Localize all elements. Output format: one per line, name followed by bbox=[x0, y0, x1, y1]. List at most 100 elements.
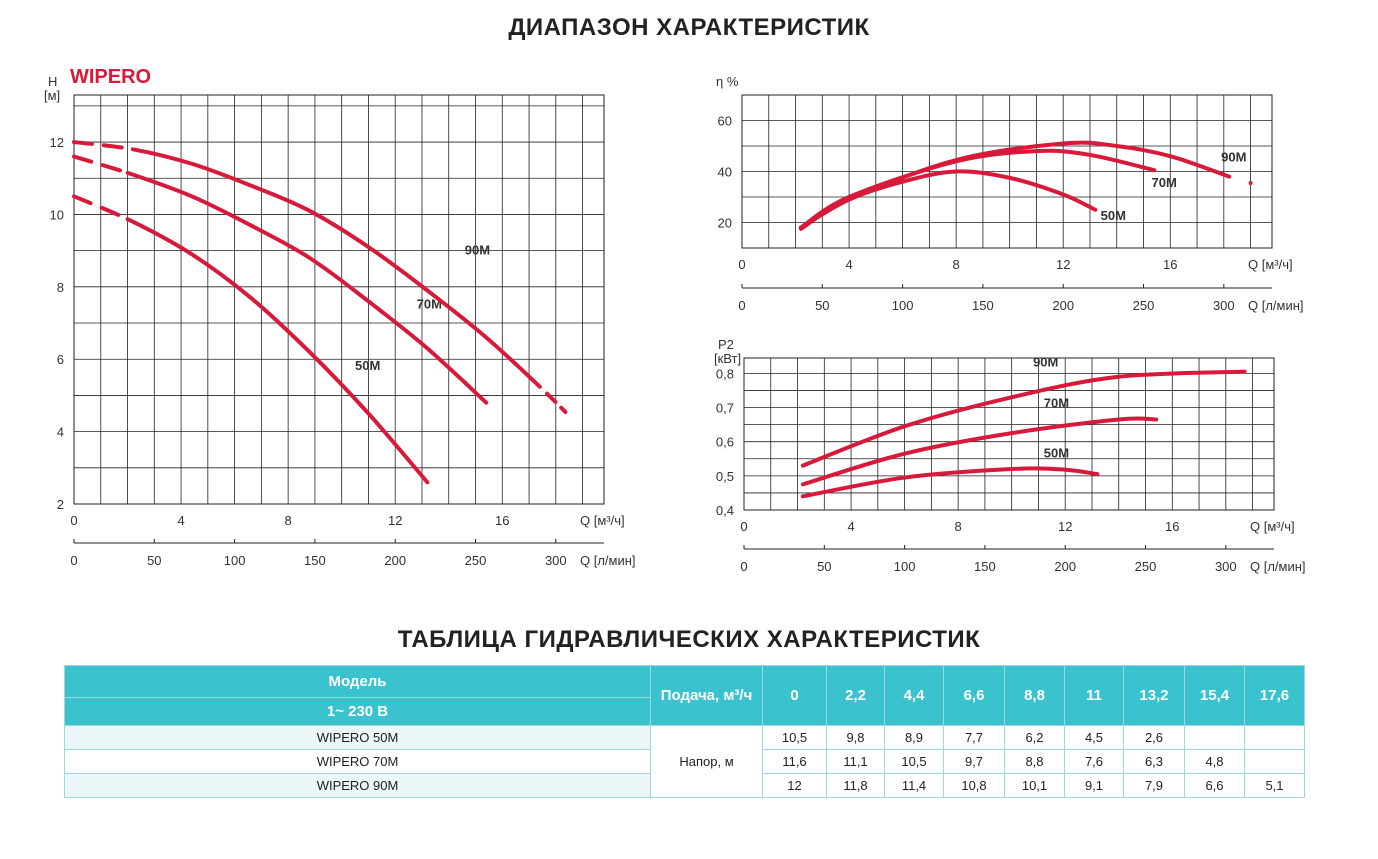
table-row: WIPERO 50M Напор, м 10,5 9,8 8,9 7,7 6,2 4,5 2,6 bbox=[64, 725, 1305, 798]
x2-axis-label: Q [л/мин] bbox=[1250, 559, 1306, 574]
curve-70M bbox=[800, 416, 1159, 487]
value-cell: 7,9 bbox=[1123, 773, 1185, 798]
value-cell: 10,5 bbox=[884, 749, 944, 774]
y-axis-label: P2 bbox=[718, 337, 734, 352]
value-cell: 4,8 bbox=[1184, 749, 1245, 774]
value-cell: 9,1 bbox=[1064, 773, 1124, 798]
curve-70M bbox=[798, 148, 1157, 230]
flow-header: Подача, м³/ч bbox=[650, 665, 763, 726]
x-axis-label: Q [м³/ч] bbox=[580, 513, 625, 528]
x-tick-label: 4 bbox=[845, 257, 852, 272]
curve-90M bbox=[798, 140, 1232, 231]
x-tick-label: 0 bbox=[738, 257, 745, 272]
y-tick-label: 0,4 bbox=[716, 503, 734, 518]
x2-tick-label: 0 bbox=[70, 553, 77, 568]
x2-tick-label: 300 bbox=[1213, 298, 1235, 313]
x-axis-label: Q [м³/ч] bbox=[1248, 257, 1293, 272]
x2-tick-label: 150 bbox=[974, 559, 996, 574]
series-label: 90M bbox=[1033, 355, 1058, 370]
value-cell: 6,3 bbox=[1123, 749, 1185, 774]
y-tick-label: 10 bbox=[50, 207, 64, 222]
x-tick-label: 8 bbox=[953, 257, 960, 272]
x2-tick-label: 100 bbox=[892, 298, 914, 313]
series-label: 50M bbox=[1044, 446, 1069, 461]
value-cell: 11,6 bbox=[762, 749, 827, 774]
flow-col-header: 4,4 bbox=[884, 665, 944, 726]
x-tick-label: 16 bbox=[495, 513, 509, 528]
value-cell: 9,7 bbox=[943, 749, 1005, 774]
x2-tick-label: 50 bbox=[147, 553, 161, 568]
y-tick-label: 8 bbox=[57, 280, 64, 295]
x2-tick-label: 200 bbox=[1052, 298, 1074, 313]
x2-tick-label: 100 bbox=[224, 553, 246, 568]
value-cell: 11,4 bbox=[884, 773, 944, 798]
x2-tick-label: 0 bbox=[738, 298, 745, 313]
flow-col-header: 17,6 bbox=[1244, 665, 1305, 726]
x-tick-label: 4 bbox=[847, 519, 854, 534]
flow-col-header: 2,2 bbox=[826, 665, 885, 726]
x2-tick-label: 250 bbox=[1135, 559, 1157, 574]
value-cell: 8,8 bbox=[1004, 749, 1065, 774]
x-tick-label: 4 bbox=[177, 513, 184, 528]
flow-col-header: 8,8 bbox=[1004, 665, 1065, 726]
series-label: 50M bbox=[1101, 208, 1126, 223]
x2-tick-label: 300 bbox=[545, 553, 567, 568]
value-cell: 7,6 bbox=[1064, 749, 1124, 774]
y-tick-label: 2 bbox=[57, 497, 64, 512]
y-tick-label: 0,7 bbox=[716, 401, 734, 416]
value-cell: 11,1 bbox=[826, 749, 885, 774]
series-label: 70M bbox=[1152, 175, 1177, 190]
curve-50M bbox=[72, 194, 430, 485]
value-cell: 6,2 bbox=[1004, 725, 1065, 750]
value-cell: 2,6 bbox=[1123, 725, 1185, 750]
x2-tick-label: 150 bbox=[972, 298, 994, 313]
flow-col-header: 15,4 bbox=[1184, 665, 1245, 726]
x2-tick-label: 300 bbox=[1215, 559, 1237, 574]
series-label: 50M bbox=[355, 358, 380, 373]
curve-50M bbox=[800, 466, 1100, 499]
curve-90M bbox=[800, 369, 1247, 468]
value-cell: 9,8 bbox=[826, 725, 885, 750]
x-tick-label: 16 bbox=[1165, 519, 1179, 534]
value-cell: 10,1 bbox=[1004, 773, 1065, 798]
x-tick-label: 0 bbox=[70, 513, 77, 528]
flow-col-header: 13,2 bbox=[1123, 665, 1185, 726]
model-cell: WIPERO 90M bbox=[64, 773, 651, 798]
value-cell bbox=[1244, 725, 1305, 750]
curve-90M bbox=[72, 140, 580, 427]
y-tick-label: 4 bbox=[57, 425, 64, 440]
flow-col-header: 6,6 bbox=[943, 665, 1005, 726]
eff-chart: 20 40 60 η % 0 4 8 12 16 Q [м³/ч] 0 50 100 150 200 250 3… bbox=[716, 74, 1304, 313]
series-label: 90M bbox=[1221, 149, 1246, 164]
value-cell: 6,6 bbox=[1184, 773, 1245, 798]
x-tick-label: 12 bbox=[1056, 257, 1070, 272]
y-axis-unit: [м] bbox=[44, 88, 60, 103]
x-tick-label: 16 bbox=[1163, 257, 1177, 272]
x-tick-label: 8 bbox=[955, 519, 962, 534]
x2-tick-label: 200 bbox=[1054, 559, 1076, 574]
plot-frame bbox=[73, 94, 605, 505]
plot-frame bbox=[743, 357, 1275, 511]
x-tick-label: 0 bbox=[740, 519, 747, 534]
table-title: ТАБЛИЦА ГИДРАВЛИЧЕСКИХ ХАРАКТЕРИСТИК bbox=[397, 626, 981, 653]
flow-col-header: 11 bbox=[1064, 665, 1124, 726]
value-cell: 10,8 bbox=[943, 773, 1005, 798]
value-cell: 8,9 bbox=[884, 725, 944, 750]
x-tick-label: 8 bbox=[285, 513, 292, 528]
value-cell bbox=[1244, 749, 1305, 774]
y-axis-label: H bbox=[48, 74, 57, 89]
x-tick-label: 12 bbox=[388, 513, 402, 528]
value-cell: 11,8 bbox=[826, 773, 885, 798]
x2-tick-label: 100 bbox=[894, 559, 916, 574]
plot-frame bbox=[741, 94, 1273, 249]
model-cell: WIPERO 50M bbox=[64, 725, 651, 750]
brand-label: WIPERO bbox=[70, 66, 152, 88]
y-tick-label: 60 bbox=[718, 114, 732, 129]
hydraulic-table: Модель Подача, м³/ч 0 2,2 4,4 6,6 8,8 11 13,2 1… bbox=[64, 665, 1305, 798]
value-cell: 7,7 bbox=[943, 725, 1005, 750]
x2-axis-label: Q [л/мин] bbox=[1248, 298, 1304, 313]
model-header: Модель bbox=[64, 665, 651, 698]
x2-tick-label: 50 bbox=[817, 559, 831, 574]
power-chart: 0,4 0,5 0,6 0,7 0,8 P2[кВт] 0 4 8 12 16 Q [м³/ч] 0 50… bbox=[714, 337, 1306, 574]
